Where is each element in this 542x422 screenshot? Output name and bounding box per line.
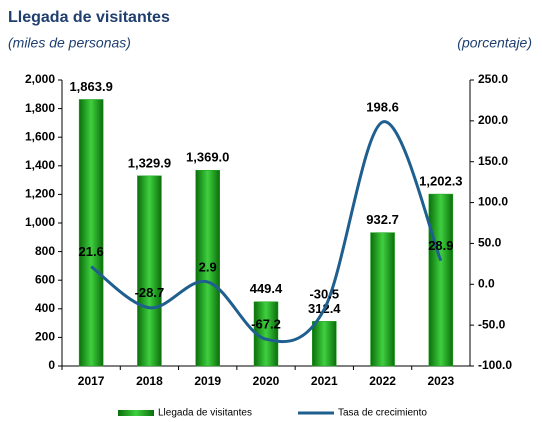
data-label: 28.9 [428,238,453,253]
data-label: 1,369.0 [186,150,229,165]
y2-tick-label: 200.0 [478,113,508,127]
y-tick-label: 1,200 [25,187,55,201]
y-tick-label: 1,800 [25,101,55,115]
x-tick-label: 2017 [78,374,105,388]
y-tick-label: 0 [48,358,55,372]
y-tick-label: 1,600 [25,129,55,143]
data-label: 198.6 [366,99,399,114]
y-tick-label: 400 [35,301,55,315]
bar [78,99,104,367]
y2-tick-label: -50.0 [478,317,506,331]
y-tick-label: 1,400 [25,158,55,172]
x-tick-label: 2019 [194,374,221,388]
legend-label: Llegada de visitantes [158,408,252,419]
chart-title: Llegada de visitantes [8,9,170,26]
bar [137,175,162,367]
x-tick-label: 2020 [253,374,280,388]
y-tick-label: 800 [35,244,55,258]
y2-tick-label: 50.0 [478,236,502,250]
bar [195,169,220,367]
data-label: 1,863.9 [69,79,112,94]
bar [428,193,454,367]
y2-axis-label: (porcentaje) [457,35,532,51]
data-label: -28.7 [135,285,165,300]
data-label: 932.7 [366,212,399,227]
data-label: 2.9 [199,259,217,274]
data-label: 1,202.3 [419,174,462,189]
legend-label: Tasa de crecimiento [338,408,427,419]
data-label: 1,329.9 [128,155,171,170]
line [90,120,443,343]
data-label: -30.5 [309,287,339,302]
y2-tick-label: -100.0 [478,358,512,372]
y-axis-label: (miles de personas) [8,35,131,51]
y2-tick-label: 250.0 [478,72,508,86]
bar [312,321,337,367]
y2-tick-label: 150.0 [478,154,508,168]
y-tick-label: 600 [35,272,55,286]
x-tick-label: 2018 [136,374,163,388]
data-label: -67.2 [251,317,281,332]
y2-tick-label: 100.0 [478,195,508,209]
data-label: 21.6 [78,244,103,259]
y2-tick-label: 0.0 [478,276,495,290]
y-tick-label: 1,000 [25,215,55,229]
x-tick-label: 2023 [428,374,455,388]
x-tick-label: 2022 [369,374,396,388]
y-tick-label: 2,000 [25,72,55,86]
y-tick-label: 200 [35,330,55,344]
legend-swatch [118,410,154,416]
data-label: 449.4 [250,281,283,296]
x-tick-label: 2021 [311,374,338,388]
bar [370,232,395,367]
